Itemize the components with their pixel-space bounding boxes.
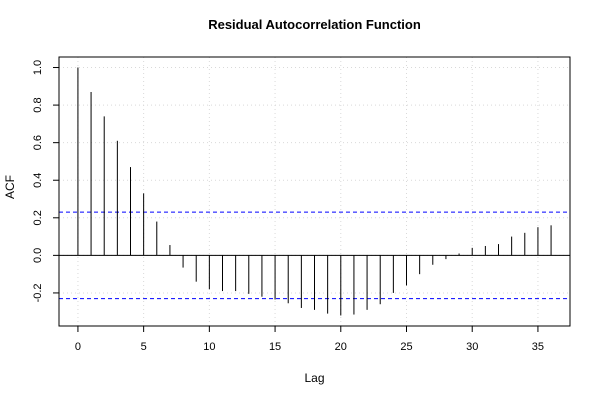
y-tick-label: -0.2 (32, 283, 44, 302)
x-tick-label: 5 (141, 341, 147, 353)
y-tick-label: 0.2 (32, 210, 44, 225)
x-tick-label: 0 (75, 341, 81, 353)
x-tick-label: 10 (203, 341, 215, 353)
x-tick-label: 15 (269, 341, 281, 353)
y-tick-label: 1.0 (32, 60, 44, 75)
y-axis: -0.2 0.0 0.2 0.4 0.6 0.8 1.0 (32, 60, 60, 302)
y-axis-label: ACF (3, 175, 17, 199)
chart-title: Residual Autocorrelation Function (208, 17, 421, 32)
y-tick-label: 0.8 (32, 97, 44, 112)
x-axis: 0 5 10 15 20 25 30 35 (75, 325, 544, 353)
x-tick-label: 25 (400, 341, 412, 353)
y-tick-label: 0.6 (32, 135, 44, 150)
acf-bars (77, 67, 552, 316)
x-tick-label: 20 (335, 341, 347, 353)
x-tick-label: 35 (532, 341, 544, 353)
y-tick-label: 0.0 (32, 248, 44, 263)
x-tick-label: 30 (466, 341, 478, 353)
y-tick-label: 0.4 (32, 173, 44, 188)
x-axis-label: Lag (304, 371, 324, 385)
